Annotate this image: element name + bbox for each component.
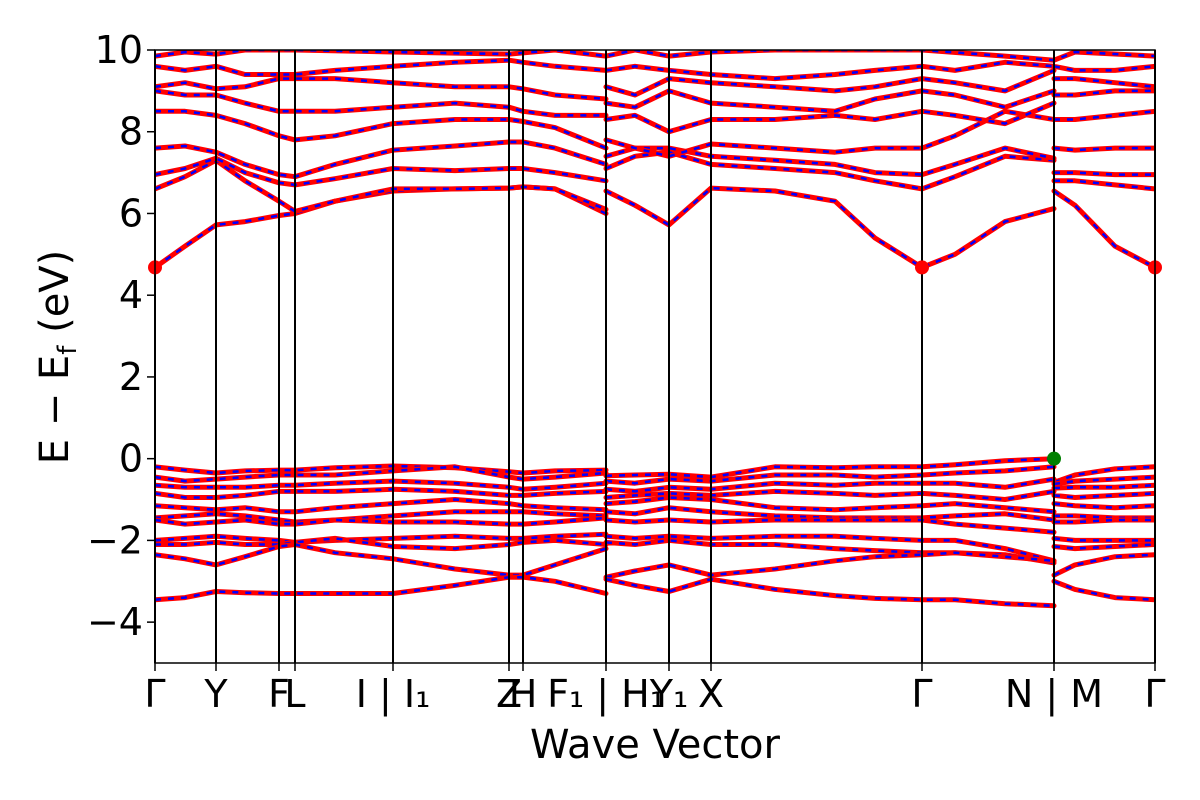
y-axis-label-subscript: f [53, 345, 83, 355]
y-tick-label: −4 [87, 600, 143, 644]
y-tick-label: 10 [95, 28, 143, 72]
x-tick-label: N | M [1005, 672, 1103, 717]
y-axis-label-unit: (eV) [32, 250, 78, 346]
y-tick-label: 2 [119, 355, 143, 399]
y-tick-label: 4 [119, 273, 143, 317]
plot-frame [154, 49, 1156, 664]
cbm-marker [915, 260, 929, 275]
band-line-spin-up [155, 57, 1155, 82]
band-line-spin-up [155, 50, 1155, 63]
y-tick-label: 0 [119, 437, 143, 481]
y-axis-label-main: E − E [32, 355, 78, 465]
band-line-spin-down [155, 110, 1155, 178]
band-line-spin-up [155, 574, 1155, 609]
y-tick-label: −2 [87, 518, 143, 562]
band-line-spin-down [155, 69, 1155, 101]
band-line-spin-down [155, 146, 1155, 187]
y-tick-label: 6 [119, 191, 143, 235]
band-line-spin-up [155, 184, 1155, 270]
x-tick-label: Z [496, 672, 522, 716]
x-tick-label: Γ [911, 672, 932, 716]
x-axis-label: Wave Vector [530, 722, 781, 768]
vbm-marker [1047, 451, 1061, 466]
y-axis-label: E − Ef (eV) [32, 250, 83, 465]
x-tick-label: Γ [144, 672, 165, 716]
band-line-spin-down [155, 89, 1155, 117]
band-line-spin-down [155, 50, 1155, 62]
band-line-spin-down [155, 101, 1155, 150]
x-tick-label: F [268, 672, 290, 716]
band-line-spin-down [155, 185, 1155, 269]
x-tick-label: I | I₁ [356, 672, 431, 717]
high-symmetry-lines [154, 50, 1156, 663]
x-tick-label: Y₁ [649, 672, 688, 716]
x-tick-label: H [509, 672, 538, 716]
x-tick-label: X [698, 672, 724, 716]
extrema-markers [148, 260, 1162, 466]
x-tick-label: L [284, 672, 305, 716]
band-line-spin-down [155, 543, 1155, 579]
bands-layer [155, 50, 1155, 609]
x-tick-label: Γ [1144, 672, 1165, 716]
y-ticks: −4 −2 0 2 4 6 8 10 [87, 28, 155, 644]
x-tick-label: F₁ | H₁ [547, 672, 665, 717]
band-line-spin-down [155, 58, 1155, 80]
y-tick-label: 8 [119, 110, 143, 154]
x-tick-label: Y [203, 672, 228, 716]
